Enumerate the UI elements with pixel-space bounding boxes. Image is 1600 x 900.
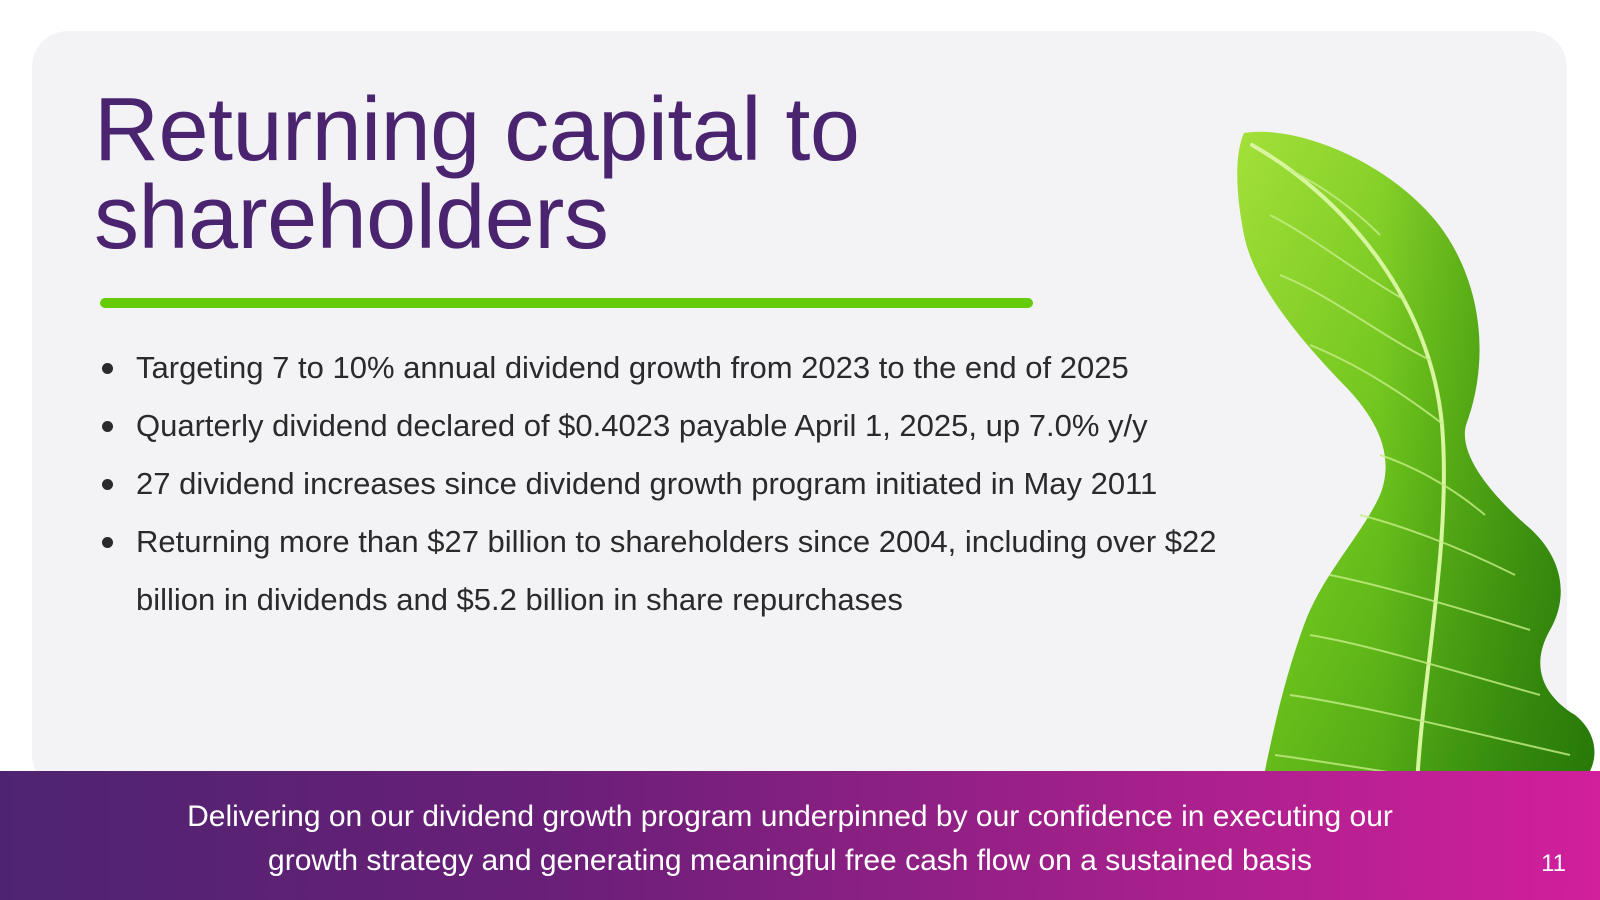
page-number: 11 (1541, 850, 1566, 877)
bullet-text: Quarterly dividend declared of $0.4023 p… (136, 408, 1148, 443)
bullet-item: Targeting 7 to 10% annual dividend growt… (100, 339, 1220, 397)
leaf-icon (1237, 131, 1595, 807)
accent-divider (100, 298, 1033, 308)
bullet-item: Quarterly dividend declared of $0.4023 p… (100, 397, 1220, 455)
footer-banner: Delivering on our dividend growth progra… (0, 771, 1600, 900)
bullet-list: Targeting 7 to 10% annual dividend growt… (100, 339, 1220, 629)
slide-title: Returning capital to shareholders (94, 80, 860, 268)
bullet-dot-icon (102, 363, 113, 374)
bullet-text: Returning more than $27 billion to share… (136, 524, 1217, 617)
bullet-item: Returning more than $27 billion to share… (100, 513, 1220, 629)
bullet-text: Targeting 7 to 10% annual dividend growt… (136, 350, 1129, 385)
footer-message: Delivering on our dividend growth progra… (187, 800, 1393, 877)
bullet-dot-icon (102, 537, 113, 548)
bullet-dot-icon (102, 479, 113, 490)
bullet-item: 27 dividend increases since dividend gro… (100, 455, 1220, 513)
leaf-image (1230, 125, 1600, 807)
bullet-text: 27 dividend increases since dividend gro… (136, 466, 1158, 501)
bullet-dot-icon (102, 421, 113, 432)
